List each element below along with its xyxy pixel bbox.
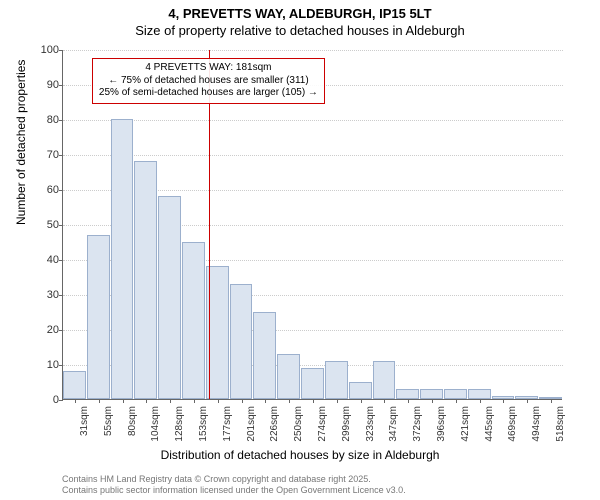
- y-tick-mark: [59, 85, 63, 86]
- x-tick-mark: [337, 399, 338, 403]
- y-tick-label: 0: [33, 394, 59, 406]
- histogram-bar: [87, 235, 110, 400]
- y-tick-mark: [59, 225, 63, 226]
- gridline: [63, 120, 563, 121]
- y-tick-mark: [59, 295, 63, 296]
- chart-title-subtitle: Size of property relative to detached ho…: [0, 21, 600, 38]
- y-tick-label: 40: [33, 254, 59, 266]
- x-tick-mark: [313, 399, 314, 403]
- annotation-line1: 4 PREVETTS WAY: 181sqm: [99, 62, 318, 75]
- footer-line1: Contains HM Land Registry data © Crown c…: [62, 474, 406, 485]
- x-tick-mark: [432, 399, 433, 403]
- footer-line2: Contains public sector information licen…: [62, 485, 406, 496]
- histogram-bar: [349, 382, 372, 400]
- y-tick-label: 20: [33, 324, 59, 336]
- y-tick-mark: [59, 120, 63, 121]
- chart-title-address: 4, PREVETTS WAY, ALDEBURGH, IP15 5LT: [0, 0, 600, 21]
- footer-credits: Contains HM Land Registry data © Crown c…: [62, 474, 406, 496]
- y-tick-mark: [59, 50, 63, 51]
- histogram-bar: [63, 371, 86, 399]
- x-tick-mark: [503, 399, 504, 403]
- x-tick-mark: [456, 399, 457, 403]
- x-tick-mark: [480, 399, 481, 403]
- histogram-bar: [277, 354, 300, 400]
- y-tick-label: 80: [33, 114, 59, 126]
- histogram-bar: [158, 196, 181, 399]
- histogram-bar: [444, 389, 467, 400]
- histogram-bar: [373, 361, 396, 400]
- x-tick-mark: [361, 399, 362, 403]
- y-tick-mark: [59, 365, 63, 366]
- x-tick-mark: [99, 399, 100, 403]
- histogram-bar: [325, 361, 348, 400]
- x-tick-mark: [527, 399, 528, 403]
- y-tick-label: 70: [33, 149, 59, 161]
- x-tick-mark: [170, 399, 171, 403]
- y-tick-label: 10: [33, 359, 59, 371]
- x-tick-mark: [551, 399, 552, 403]
- x-tick-mark: [75, 399, 76, 403]
- histogram-bar: [111, 119, 134, 399]
- histogram-bar: [468, 389, 491, 400]
- y-tick-mark: [59, 330, 63, 331]
- chart-plot-area: 010203040506070809010031sqm55sqm80sqm104…: [62, 50, 562, 400]
- y-tick-mark: [59, 260, 63, 261]
- histogram-bar: [253, 312, 276, 400]
- x-tick-mark: [408, 399, 409, 403]
- histogram-bar: [230, 284, 253, 400]
- x-tick-mark: [123, 399, 124, 403]
- gridline: [63, 155, 563, 156]
- histogram-bar: [396, 389, 419, 400]
- y-tick-label: 100: [33, 44, 59, 56]
- y-tick-mark: [59, 400, 63, 401]
- x-tick-mark: [194, 399, 195, 403]
- histogram-bar: [420, 389, 443, 400]
- x-tick-mark: [146, 399, 147, 403]
- y-tick-mark: [59, 155, 63, 156]
- histogram-bar: [182, 242, 205, 400]
- x-axis-label: Distribution of detached houses by size …: [0, 448, 600, 462]
- y-tick-label: 60: [33, 184, 59, 196]
- x-tick-mark: [289, 399, 290, 403]
- x-tick-mark: [242, 399, 243, 403]
- x-tick-mark: [384, 399, 385, 403]
- y-tick-label: 90: [33, 79, 59, 91]
- y-axis-label: Number of detached properties: [14, 60, 28, 225]
- x-tick-mark: [265, 399, 266, 403]
- reference-annotation: 4 PREVETTS WAY: 181sqm ← 75% of detached…: [92, 58, 325, 104]
- y-tick-mark: [59, 190, 63, 191]
- annotation-line2: ← 75% of detached houses are smaller (31…: [99, 75, 318, 88]
- x-tick-mark: [218, 399, 219, 403]
- histogram-bar: [134, 161, 157, 399]
- annotation-line3: 25% of semi-detached houses are larger (…: [99, 87, 318, 100]
- y-tick-label: 50: [33, 219, 59, 231]
- y-tick-label: 30: [33, 289, 59, 301]
- histogram-bar: [301, 368, 324, 400]
- gridline: [63, 50, 563, 51]
